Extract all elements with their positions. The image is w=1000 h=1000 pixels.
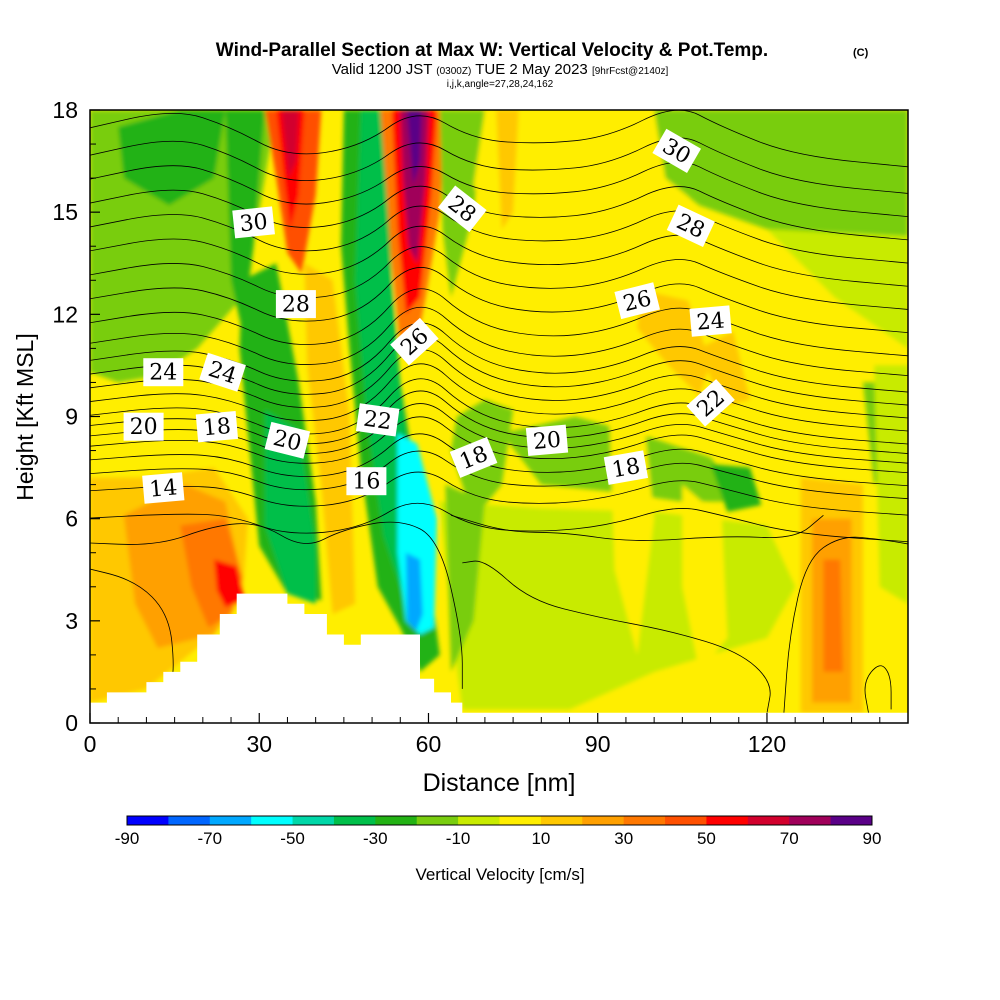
colorbar-tick-label: 90 [863,829,882,848]
colorbar-label: Vertical Velocity [cm/s] [415,865,584,884]
theta-contour-label: 16 [346,467,387,496]
subtitle-valid: Valid 1200 JST [332,61,432,78]
colorbar: -90 -70 -50 -30 -10 10 30 50 70 90 [115,815,882,848]
colorbar-swatch [747,816,790,825]
y-tick-label: 12 [52,301,78,327]
colorbar-tick-label: -10 [446,829,471,848]
colorbar-tick-label: -30 [363,829,388,848]
x-tick-label: 0 [84,731,97,757]
colorbar-swatch [333,816,376,825]
colorbar-swatch [623,816,666,825]
colorbar-swatch [292,816,335,825]
colorbar-swatch [499,816,542,825]
colorbar-swatch [127,816,169,825]
svg-text:20: 20 [130,415,158,440]
colorbar-swatch [706,816,749,825]
y-tick-label: 15 [52,199,78,225]
theta-contour-label: 20 [123,412,164,441]
vertical-velocity-field [90,110,908,723]
colorbar-swatch [665,816,707,825]
theta-contour-label: 28 [275,290,316,319]
copyright-mark: (C) [853,47,869,59]
theta-contour-label: 20 [525,424,569,456]
colorbar-swatch [458,816,500,825]
y-axis-label: Height [Kft MSL] [12,333,38,500]
colorbar-tick-label: 50 [697,829,716,848]
x-tick-label: 90 [585,731,611,757]
colorbar-tick-label: -50 [280,829,305,848]
colorbar-swatch [789,816,832,825]
colorbar-tick-label: 30 [614,829,633,848]
colorbar-tick-label: 70 [780,829,799,848]
terrain-mask [90,593,908,723]
colorbar-swatch [251,816,294,825]
colorbar-swatch [582,816,625,825]
x-axis-label: Distance [nm] [423,769,576,797]
svg-text:18: 18 [202,414,232,441]
colorbar-swatch [830,816,873,825]
svg-text:28: 28 [282,293,310,318]
theta-contour-label: 20 [264,421,311,459]
axes: 0 30 60 90 120 0 3 6 9 12 15 18 [52,97,881,757]
theta-contour-label: 30 [232,206,275,239]
colorbar-tick-label: -90 [115,829,140,848]
svg-text:14: 14 [148,475,178,502]
theta-contour-label: 14 [142,472,185,504]
y-tick-label: 6 [65,506,78,532]
y-tick-label: 9 [65,404,78,430]
chart-title: Wind-Parallel Section at Max W: Vertical… [216,40,768,61]
colorbar-swatch [540,816,583,825]
colorbar-tick-label: -70 [198,829,223,848]
x-tick-label: 30 [246,731,272,757]
y-tick-label: 3 [65,608,78,634]
svg-text:30: 30 [238,209,268,237]
subtitle-date: TUE 2 May 2023 [475,61,588,78]
svg-text:24: 24 [696,308,726,335]
svg-text:16: 16 [352,470,380,495]
svg-text:22: 22 [362,407,393,436]
colorbar-frame [126,815,873,826]
colorbar-swatch [375,816,418,825]
svg-text:20: 20 [532,428,562,455]
svg-text:24: 24 [149,361,177,386]
theta-contour-label: 24 [689,305,732,337]
subtitle-fcst: [9hrFcst@2140z] [592,66,669,77]
x-tick-label: 60 [416,731,442,757]
theta-contour-label: 18 [449,436,498,478]
theta-contour-label: 18 [195,411,239,443]
theta-contour-label: 18 [603,450,649,485]
x-tick-label: 120 [748,731,786,757]
theta-contour-label: 26 [614,282,660,320]
colorbar-swatch [168,816,211,825]
theta-contour-label: 24 [143,358,184,387]
y-tick-label: 18 [52,97,78,123]
colorbar-swatch [416,816,459,825]
subtitle-zulu: (0300Z) [436,66,471,77]
colorbar-tick-label: 10 [531,829,550,848]
chart-subtitle: Valid 1200 JST (0300Z) TUE 2 May 2023 [9… [332,61,669,78]
svg-text:18: 18 [610,454,642,483]
y-tick-label: 0 [65,710,78,736]
colorbar-swatch [209,816,252,825]
theta-contour-label: 22 [355,403,400,437]
chart-indices: i,j,k,angle=27,28,24,162 [447,79,554,90]
